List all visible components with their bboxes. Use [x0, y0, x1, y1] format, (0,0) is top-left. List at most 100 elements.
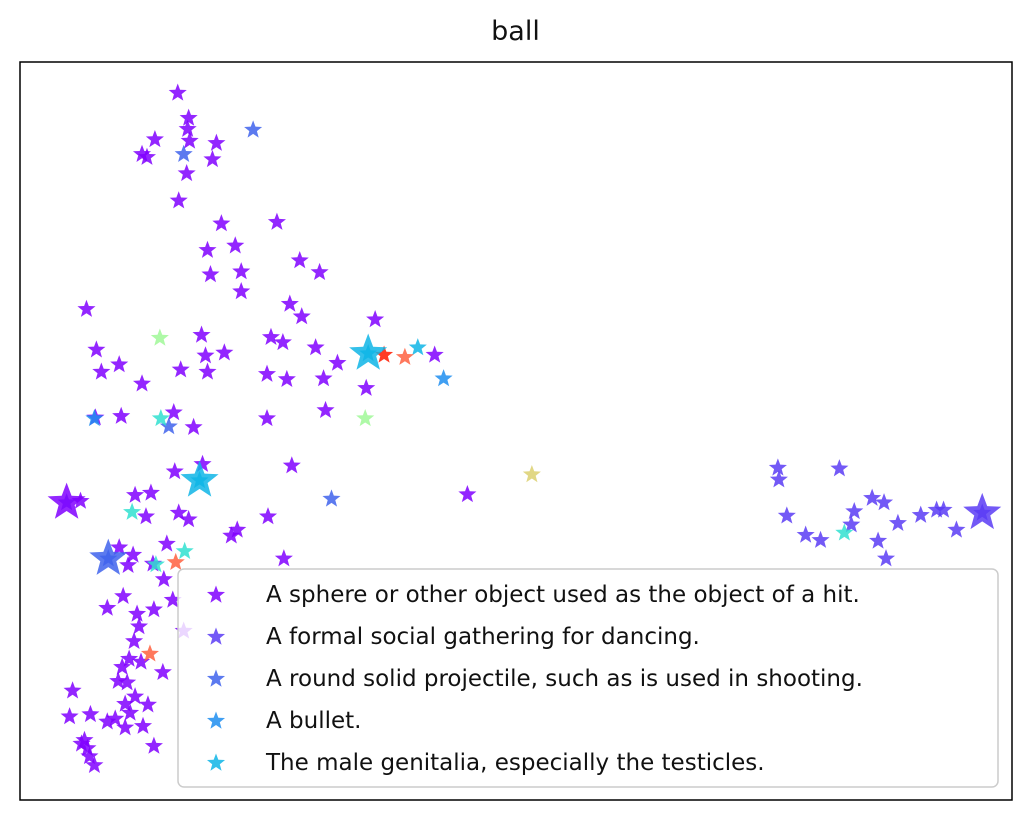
data-point	[375, 345, 394, 363]
data-point	[168, 83, 187, 101]
data-point	[863, 488, 882, 506]
highlighted-data-point	[180, 460, 219, 497]
data-point	[947, 520, 966, 538]
data-point	[796, 525, 815, 543]
data-point	[888, 513, 907, 531]
data-point	[75, 730, 94, 748]
data-point	[106, 709, 125, 727]
data-point	[153, 662, 172, 681]
highlighted-data-point	[963, 492, 1002, 530]
data-point	[244, 120, 263, 138]
data-point	[228, 520, 247, 538]
data-point	[126, 687, 145, 705]
data-point	[110, 355, 129, 373]
data-point	[314, 369, 333, 387]
data-point	[842, 515, 861, 533]
data-point	[132, 374, 152, 392]
data-point	[114, 586, 133, 604]
data-point	[154, 569, 173, 588]
data-point	[137, 147, 157, 165]
legend-marker	[206, 585, 226, 603]
data-point	[144, 736, 163, 754]
data-point	[310, 262, 329, 281]
data-point	[145, 129, 164, 148]
data-point	[192, 325, 211, 343]
data-point	[274, 549, 293, 567]
data-point	[267, 212, 286, 230]
data-point	[934, 500, 953, 518]
data-point	[130, 617, 149, 635]
data-point	[207, 133, 226, 151]
data-point	[193, 454, 212, 472]
data-point	[306, 338, 325, 356]
legend-marker	[206, 711, 226, 729]
data-point	[769, 470, 788, 488]
data-point	[169, 503, 188, 521]
legend-label: A formal social gathering for dancing.	[266, 624, 700, 650]
data-point	[72, 734, 91, 752]
data-point	[133, 716, 153, 734]
data-point	[136, 507, 156, 525]
data-point	[811, 530, 830, 548]
data-point	[151, 408, 170, 427]
data-point	[140, 644, 159, 662]
data-point	[125, 631, 144, 650]
data-point	[356, 408, 375, 427]
data-point	[60, 707, 79, 725]
data-point	[169, 191, 188, 209]
data-point	[157, 534, 176, 552]
data-point	[177, 163, 196, 182]
data-point	[292, 307, 311, 325]
data-point	[277, 369, 296, 388]
data-point	[131, 652, 151, 670]
data-point	[845, 501, 864, 520]
highlighted-data-point	[47, 482, 86, 519]
data-point	[522, 465, 541, 483]
highlighted-data-point	[89, 538, 128, 575]
data-point	[63, 681, 82, 699]
data-points	[47, 83, 1002, 773]
data-point	[316, 400, 335, 419]
data-point	[357, 378, 376, 396]
data-point	[166, 552, 185, 571]
data-point	[164, 403, 183, 421]
data-point	[201, 265, 220, 283]
data-point	[290, 251, 309, 269]
data-point	[222, 526, 241, 544]
data-point	[146, 555, 165, 573]
data-point	[273, 332, 292, 351]
data-point	[927, 500, 946, 518]
legend: A sphere or other object used as the obj…	[177, 568, 999, 788]
data-point	[126, 485, 145, 503]
data-point	[171, 360, 190, 378]
data-point	[175, 541, 194, 559]
data-point	[98, 712, 117, 730]
data-point	[124, 545, 143, 563]
legend-label: A bullet.	[266, 708, 361, 734]
legend-label: A sphere or other object used as the obj…	[266, 582, 860, 608]
data-point	[869, 531, 888, 549]
data-point	[121, 703, 140, 721]
data-point	[163, 590, 182, 608]
data-point	[198, 362, 217, 380]
data-point	[830, 459, 849, 477]
data-point	[80, 746, 99, 765]
data-point	[150, 328, 169, 346]
data-point	[85, 408, 104, 427]
data-point	[120, 649, 139, 667]
data-point	[282, 456, 301, 474]
data-point	[212, 214, 231, 232]
legend-marker	[206, 627, 226, 645]
data-point	[322, 489, 341, 507]
data-point	[113, 657, 132, 675]
data-point	[835, 523, 854, 541]
data-point	[198, 240, 217, 258]
data-point	[179, 108, 198, 126]
data-point	[258, 507, 278, 525]
data-point	[132, 144, 152, 162]
data-point	[141, 483, 160, 501]
data-point	[138, 695, 157, 713]
data-point	[257, 364, 277, 382]
data-point	[98, 598, 117, 616]
legend-marker	[206, 669, 226, 687]
